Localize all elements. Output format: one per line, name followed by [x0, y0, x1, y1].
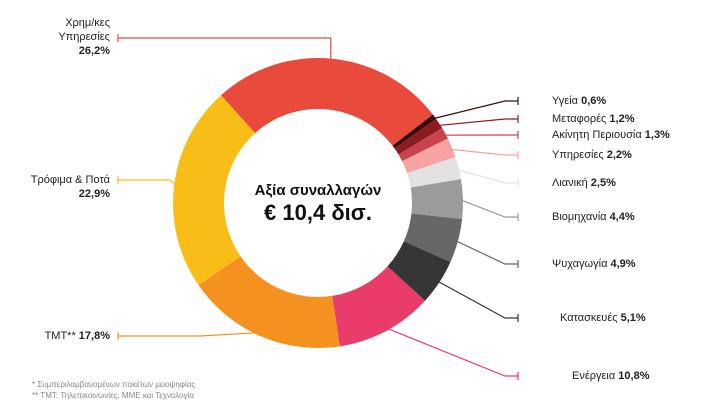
slice	[332, 266, 426, 347]
category-label: Μεταφορές	[552, 113, 607, 125]
center-value: € 10,4 δισ.	[264, 200, 372, 225]
category-label: Υγεία	[552, 95, 579, 107]
leader-line	[118, 37, 332, 63]
label: TMT** 17,8%	[10, 329, 110, 343]
leader-line	[431, 100, 518, 120]
leader-line	[384, 326, 518, 377]
slice	[173, 95, 256, 286]
slice	[198, 256, 340, 348]
slice	[392, 114, 437, 149]
label: Μεταφορές 1,2%	[552, 112, 634, 126]
label: Ενέργεια 10,8%	[572, 369, 649, 383]
donut-hole	[225, 110, 411, 296]
label: Κατασκευές 5,1%	[560, 311, 646, 325]
value-label: 0,6%	[581, 95, 607, 107]
leader-line	[453, 239, 518, 265]
slice	[402, 138, 456, 174]
leader-line	[435, 118, 518, 127]
value-label: 4,9%	[610, 258, 636, 270]
label: Τρόφιμα & Ποτά 22,9%	[10, 173, 110, 201]
footnote: ** TMT: Τηλεπικοινωνίες, ΜΜΕ και Τεχνολο…	[32, 391, 195, 400]
category-label: Υπηρεσίες	[552, 149, 604, 161]
value-label: 1,2%	[609, 113, 635, 125]
label: Λιανική 2,5%	[552, 176, 616, 190]
value-label: 22,9%	[78, 188, 110, 200]
leader-line	[118, 179, 179, 187]
value-label: 26,2%	[78, 45, 110, 57]
category-label: Τρόφιμα & Ποτά	[30, 174, 110, 186]
category-label: Ενέργεια	[572, 370, 616, 382]
category-label: Λιανική	[552, 177, 588, 189]
slice	[387, 241, 451, 301]
category-label: Χρημ/κες Υπηρεσίες	[58, 17, 110, 43]
category-label: Ακίνητη Περιουσία	[552, 129, 642, 141]
slice	[398, 128, 448, 162]
slice	[410, 179, 463, 220]
value-label: 4,4%	[609, 211, 635, 223]
label: Βιομηχανία 4,4%	[552, 210, 635, 224]
slice	[403, 213, 463, 263]
slice	[220, 57, 433, 146]
label: Χρημ/κες Υπηρεσίες 26,2%	[20, 16, 110, 58]
leader-line	[454, 168, 518, 184]
value-label: 10,8%	[618, 370, 650, 382]
leader-line	[458, 198, 518, 218]
category-label: Ψυχαγωγία	[552, 258, 608, 270]
label: Ακίνητη Περιουσία 1,3%	[552, 128, 670, 142]
category-label: Κατασκευές	[560, 312, 618, 324]
value-label: 5,1%	[620, 312, 646, 324]
category-label: Βιομηχανία	[552, 211, 607, 223]
leader-line	[435, 279, 518, 319]
slice	[407, 157, 462, 188]
value-label: 1,3%	[644, 129, 670, 141]
leader-line	[118, 331, 263, 337]
value-label: 2,2%	[606, 149, 632, 161]
footnote: * Συμπεριλαμβανομένων πακέτων μειοψηφίας	[32, 380, 196, 389]
category-label: TMT**	[44, 330, 76, 342]
slice	[394, 118, 443, 155]
value-label: 17,8%	[78, 330, 110, 342]
center-title: Αξία συναλλαγών	[254, 182, 382, 199]
leader-line	[448, 148, 518, 156]
label: Ψυχαγωγία 4,9%	[552, 257, 636, 271]
value-label: 2,5%	[590, 177, 616, 189]
label: Υγεία 0,6%	[552, 94, 606, 108]
label: Υπηρεσίες 2,2%	[552, 148, 632, 162]
